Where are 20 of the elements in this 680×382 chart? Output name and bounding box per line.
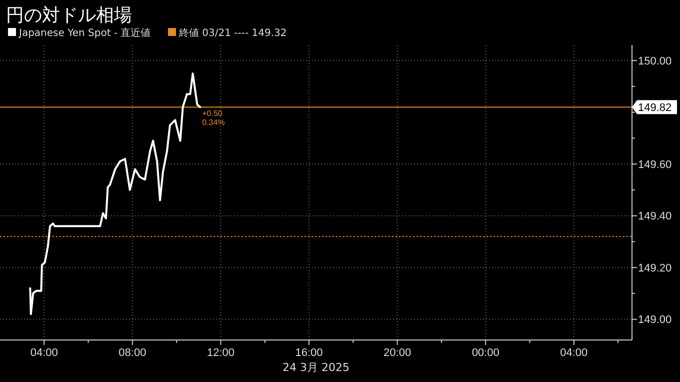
legend-label: Japanese Yen Spot - 直近値: [18, 27, 151, 39]
x-tick-label: 16:00: [295, 347, 323, 359]
x-tick-label: 00:00: [472, 347, 500, 359]
y-tick-label: 149.00: [638, 314, 672, 326]
annotation: 0.34%: [202, 118, 225, 128]
chart-title: 円の対ドル相場: [6, 5, 132, 26]
line-series: [29, 72, 202, 316]
y-tick-label: 150.00: [638, 55, 672, 68]
x-tick-label: 08:00: [118, 347, 146, 359]
x-tick-label: 12:00: [206, 347, 234, 359]
x-axis-title: 24 3月 2025: [282, 361, 350, 374]
y-tick-label: 149.60: [638, 158, 672, 171]
x-tick-label: 04:00: [560, 347, 588, 359]
y-tick-label: 149.40: [638, 210, 672, 223]
x-tick-label: 20:00: [384, 347, 412, 359]
annotation: +0.50: [202, 109, 223, 118]
ref-line-label: 149.82: [638, 102, 672, 114]
y-tick-label: 149.20: [638, 262, 672, 274]
x-tick-label: 04:00: [30, 347, 58, 359]
legend-label: 終値 03/21 ---- 149.32: [178, 27, 287, 39]
